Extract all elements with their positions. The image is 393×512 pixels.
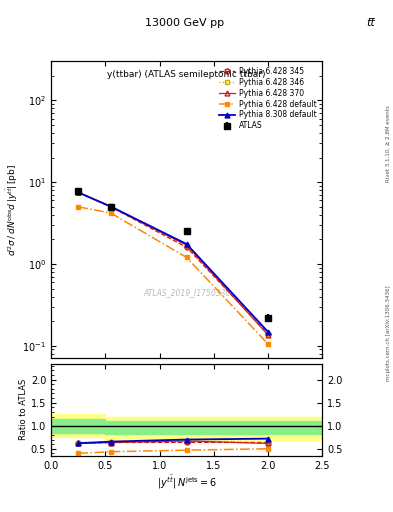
Text: tt̅: tt̅ — [367, 18, 375, 28]
Pythia 6.428 default — [76, 204, 81, 210]
Pythia 6.428 346 — [184, 243, 189, 249]
Text: Rivet 3.1.10, ≥ 2.8M events: Rivet 3.1.10, ≥ 2.8M events — [386, 105, 391, 182]
Line: Pythia 6.428 346: Pythia 6.428 346 — [76, 189, 270, 336]
Text: 13000 GeV pp: 13000 GeV pp — [145, 18, 224, 28]
Pythia 6.428 345 — [184, 244, 189, 250]
Pythia 8.308 default — [184, 241, 189, 247]
Pythia 8.308 default — [76, 189, 81, 196]
Line: Pythia 6.428 345: Pythia 6.428 345 — [76, 190, 270, 336]
Line: Pythia 6.428 default: Pythia 6.428 default — [76, 204, 270, 347]
Pythia 6.428 370 — [184, 242, 189, 248]
Pythia 6.428 default — [108, 210, 113, 216]
Pythia 6.428 346 — [76, 189, 81, 195]
Text: y(ttbar) (ATLAS semileptonic ttbar): y(ttbar) (ATLAS semileptonic ttbar) — [107, 70, 266, 79]
Pythia 6.428 345 — [108, 204, 113, 210]
Text: mcplots.cern.ch [arXiv:1306.3436]: mcplots.cern.ch [arXiv:1306.3436] — [386, 285, 391, 380]
Pythia 6.428 346 — [266, 331, 270, 337]
X-axis label: $|y^{t\bar{t}}|\,N^{\rm jets}=6$: $|y^{t\bar{t}}|\,N^{\rm jets}=6$ — [156, 473, 217, 490]
Pythia 6.428 default — [266, 341, 270, 347]
Pythia 6.428 345 — [266, 331, 270, 337]
Pythia 6.428 370 — [108, 204, 113, 210]
Pythia 6.428 default — [184, 254, 189, 261]
Line: Pythia 6.428 370: Pythia 6.428 370 — [76, 190, 270, 337]
Y-axis label: Ratio to ATLAS: Ratio to ATLAS — [19, 379, 28, 440]
Pythia 6.428 370 — [76, 189, 81, 196]
Pythia 6.428 345 — [76, 189, 81, 196]
Legend: Pythia 6.428 345, Pythia 6.428 346, Pythia 6.428 370, Pythia 6.428 default, Pyth: Pythia 6.428 345, Pythia 6.428 346, Pyth… — [217, 65, 318, 132]
Y-axis label: $d^2\sigma\,/\,dN^{\rm obs}d\,|y^{t\bar{t}}|\,[{\rm pb}]$: $d^2\sigma\,/\,dN^{\rm obs}d\,|y^{t\bar{… — [4, 164, 20, 256]
Pythia 6.428 370 — [266, 332, 270, 338]
Text: ATLAS_2019_I1750330: ATLAS_2019_I1750330 — [143, 289, 230, 297]
Pythia 8.308 default — [266, 329, 270, 335]
Line: Pythia 8.308 default: Pythia 8.308 default — [76, 190, 270, 334]
Pythia 8.308 default — [108, 203, 113, 209]
Pythia 6.428 346 — [108, 203, 113, 209]
